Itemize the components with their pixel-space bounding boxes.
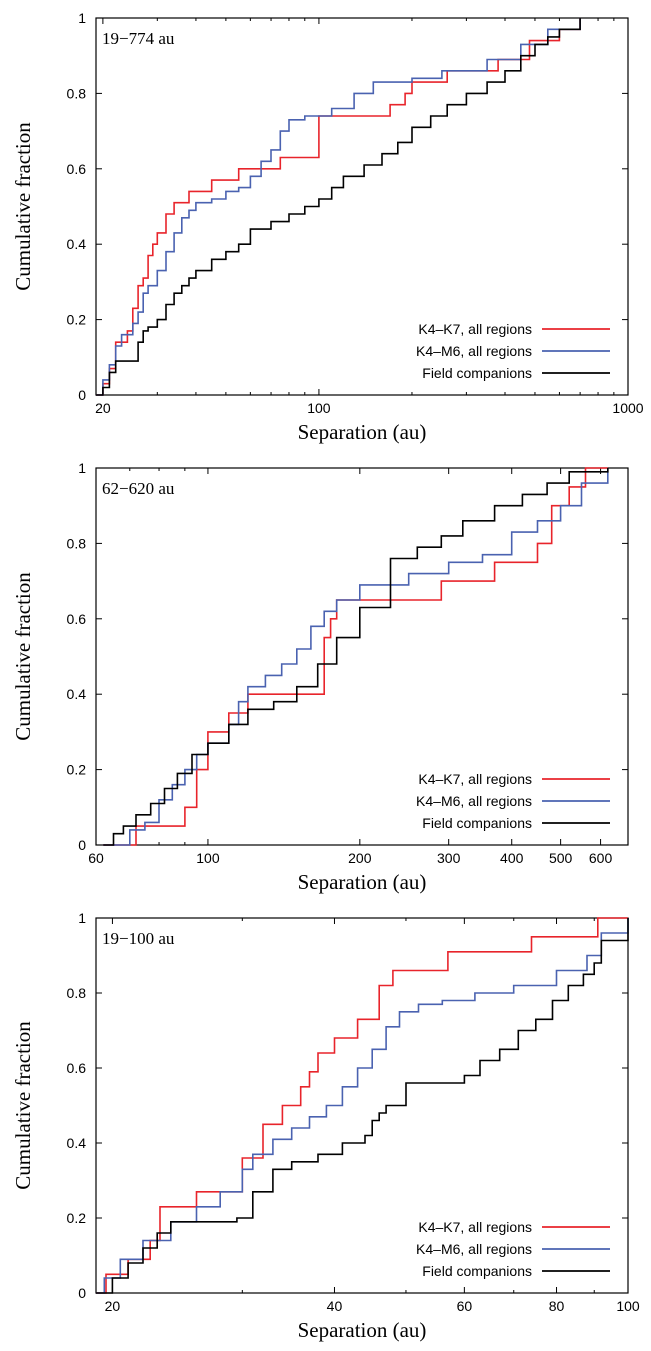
y-tick-label: 0.6 <box>67 611 87 627</box>
y-axis-label: Cumulative fraction <box>11 122 35 291</box>
x-tick-label: 100 <box>307 400 331 416</box>
x-tick-label: 60 <box>88 850 104 866</box>
legend-label-1: K4–K7, all regions <box>418 771 532 787</box>
plot-frame <box>95 917 629 1294</box>
y-tick-label: 0 <box>78 1285 86 1301</box>
x-tick-label: 20 <box>105 1298 121 1314</box>
y-tick-label: 0.4 <box>67 1135 87 1151</box>
y-axis-label: Cumulative fraction <box>11 572 35 741</box>
y-axis-label: Cumulative fraction <box>11 1021 35 1190</box>
legend-label-2: K4–M6, all regions <box>416 343 532 359</box>
y-tick-label: 0 <box>78 837 86 853</box>
y-tick-label: 0.4 <box>67 236 87 252</box>
y-tick-label: 0.8 <box>67 535 87 551</box>
y-tick-label: 0.2 <box>67 1210 87 1226</box>
series-line-1 <box>103 467 608 846</box>
y-tick-label: 1 <box>78 10 86 26</box>
plot-frame <box>95 17 629 396</box>
legend-label-3: Field companions <box>422 365 532 381</box>
chart-panel-1: 0 0.2 0.4 0.6 0.8 1 20 100 1000 Separation (au) Cu… <box>11 10 644 444</box>
y-tick-label: 0.2 <box>67 312 87 328</box>
series-line-3 <box>96 918 629 1294</box>
range-annotation: 19−100 au <box>102 929 175 948</box>
x-tick-label: 100 <box>196 850 220 866</box>
y-tick-label: 1 <box>78 910 86 926</box>
x-tick-label: 500 <box>549 850 573 866</box>
series-line-1 <box>96 18 581 396</box>
x-axis-label: Separation (au) <box>298 420 427 444</box>
x-tick-label: 1000 <box>612 400 643 416</box>
x-tick-label: 60 <box>457 1298 473 1314</box>
y-tick-label: 0 <box>78 387 86 403</box>
y-tick-label: 0.8 <box>67 85 87 101</box>
series-line-2 <box>103 468 609 846</box>
chart-panel-2: 0 0.2 0.4 0.6 0.8 1 60 100 200 300 400 500 600 Separa… <box>11 460 629 894</box>
x-tick-label: 20 <box>95 400 111 416</box>
x-axis-label: Separation (au) <box>298 870 427 894</box>
range-annotation: 19−774 au <box>102 29 175 48</box>
legend-label-3: Field companions <box>422 815 532 831</box>
y-tick-label: 1 <box>78 460 86 476</box>
y-tick-label: 0.8 <box>67 985 87 1001</box>
chart-panel-3: 0 0.2 0.4 0.6 0.8 1 20 40 60 80 100 Separation (au)… <box>11 910 640 1342</box>
x-tick-label: 600 <box>589 850 613 866</box>
legend-label-2: K4–M6, all regions <box>416 793 532 809</box>
series-line-2 <box>96 18 581 396</box>
x-tick-label: 40 <box>327 1298 343 1314</box>
x-axis-label: Separation (au) <box>298 1318 427 1342</box>
y-tick-label: 0.4 <box>67 686 87 702</box>
x-tick-label: 400 <box>500 850 524 866</box>
series-line-1 <box>96 917 628 1294</box>
x-tick-label: 80 <box>549 1298 565 1314</box>
x-tick-label: 100 <box>616 1298 640 1314</box>
series-line-3 <box>103 468 609 846</box>
legend-label-1: K4–K7, all regions <box>418 1219 532 1235</box>
x-tick-label: 300 <box>437 850 461 866</box>
plot-frame <box>95 467 629 846</box>
legend-label-3: Field companions <box>422 1263 532 1279</box>
series-line-2 <box>96 918 629 1294</box>
range-annotation: 62−620 au <box>102 479 175 498</box>
x-tick-label: 200 <box>348 850 372 866</box>
legend-label-2: K4–M6, all regions <box>416 1241 532 1257</box>
y-tick-label: 0.6 <box>67 161 87 177</box>
y-tick-label: 0.6 <box>67 1060 87 1076</box>
series-line-3 <box>96 18 581 396</box>
y-tick-label: 0.2 <box>67 762 87 778</box>
legend-label-1: K4–K7, all regions <box>418 321 532 337</box>
